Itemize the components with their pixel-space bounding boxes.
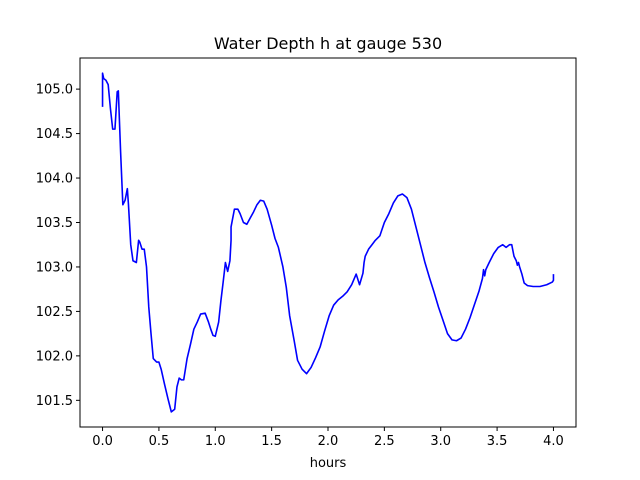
x-tick-label: 3.5	[487, 434, 508, 449]
y-tick-label: 104.5	[36, 127, 73, 142]
y-axis: 101.5 102.0 102.5 103.0 103.5 104.0 104.5 105.0	[36, 83, 80, 409]
x-tick-label: 1.5	[261, 434, 282, 449]
x-axis: 0.0 0.5 1.0 1.5 2.0 2.5 3.0 3.5 4.0	[92, 427, 564, 449]
plot-frame	[79, 57, 577, 428]
y-tick-label: 104.0	[36, 172, 73, 187]
x-tick-label: 2.5	[374, 434, 395, 449]
y-tick-label: 102.5	[36, 305, 73, 320]
y-tick-label: 101.5	[36, 394, 73, 409]
x-tick-label: 3.0	[430, 434, 451, 449]
chart-title: Water Depth h at gauge 530	[214, 34, 442, 53]
x-tick-label: 1.0	[205, 434, 226, 449]
series-line	[101, 72, 555, 413]
x-axis-label: hours	[310, 456, 347, 471]
x-tick-label: 2.0	[318, 434, 339, 449]
x-tick-label: 4.0	[543, 434, 564, 449]
y-tick-label: 105.0	[36, 83, 73, 98]
x-tick-label: 0.5	[149, 434, 170, 449]
y-tick-label: 102.0	[36, 349, 73, 364]
plot-area	[101, 72, 555, 413]
y-tick-label: 103.0	[36, 260, 73, 275]
x-tick-label: 0.0	[92, 434, 113, 449]
y-tick-label: 103.5	[36, 216, 73, 231]
